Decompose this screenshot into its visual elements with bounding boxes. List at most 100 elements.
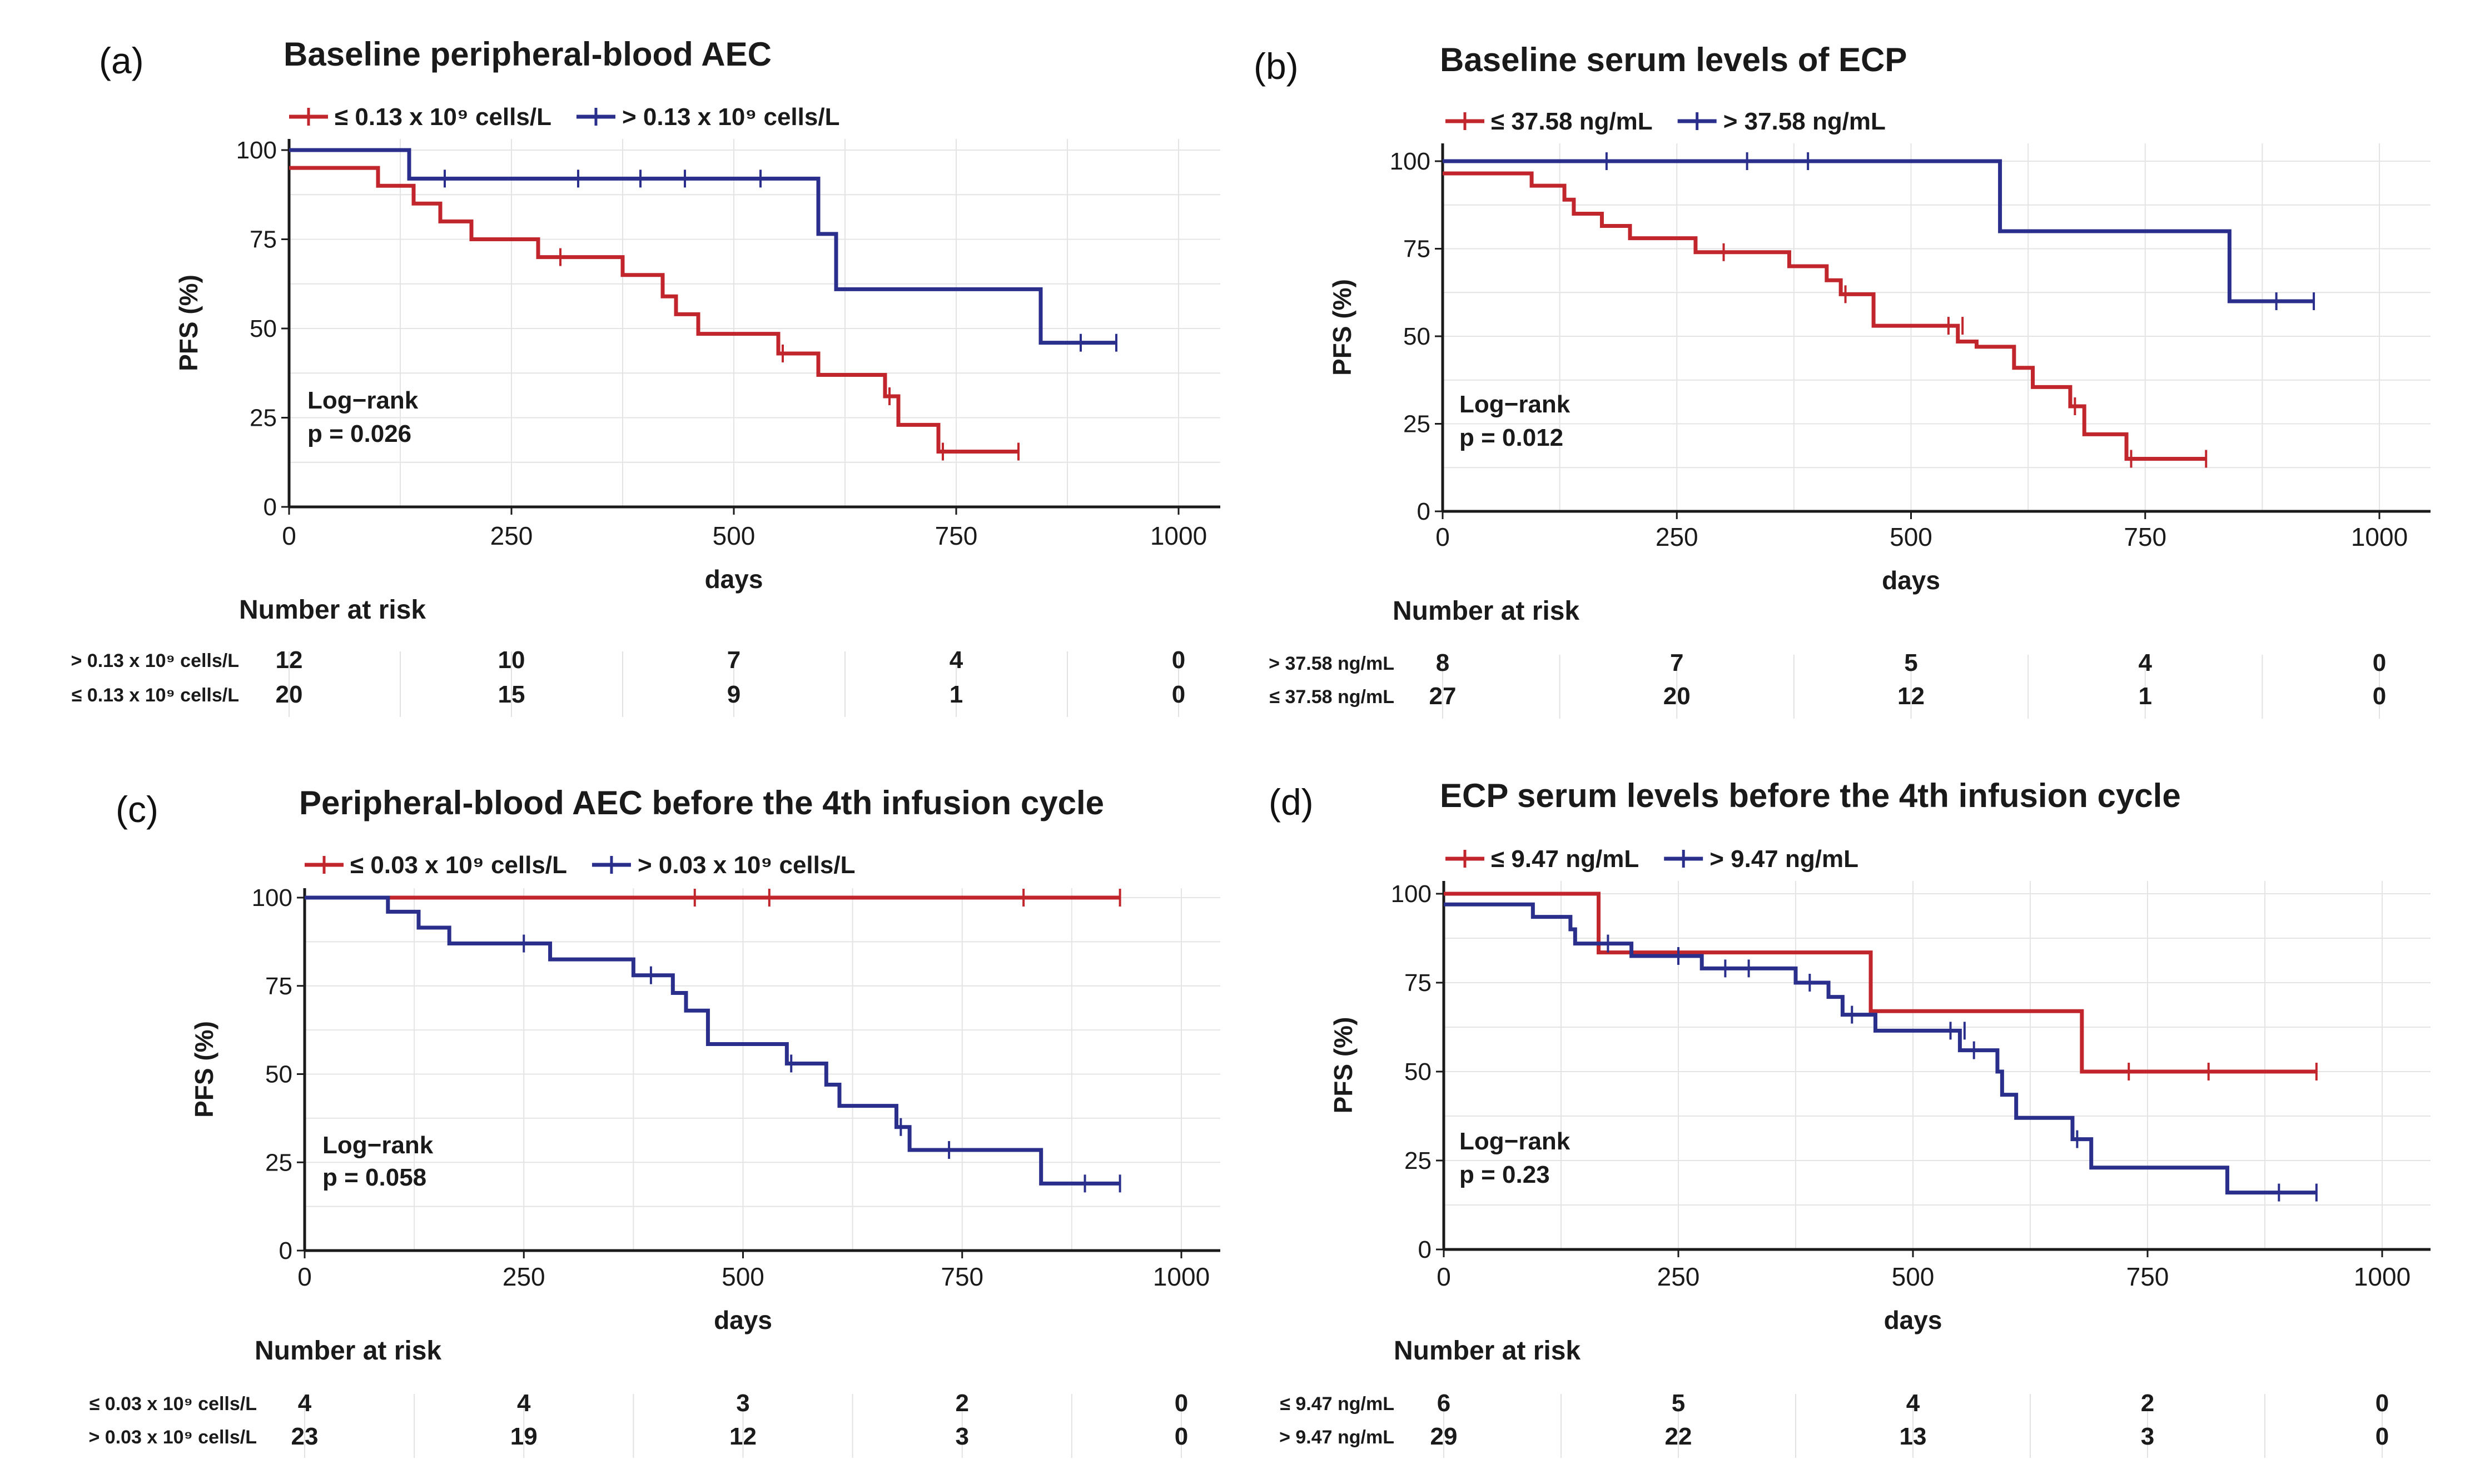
x-tick-label: 1000 xyxy=(1153,1262,1210,1291)
risk-row: > 9.47 ng/mL 29 22 13 3 0 xyxy=(1279,1423,2389,1450)
risk-value: 0 xyxy=(1172,681,1185,708)
series-blue xyxy=(289,148,1117,352)
risk-value: 1 xyxy=(2139,683,2152,710)
series-red xyxy=(305,889,1121,907)
risk-row: > 37.58 ng/mL 8 7 5 4 0 xyxy=(1269,649,2386,676)
x-tick-label: 1000 xyxy=(1150,521,1207,550)
y-tick-label: 50 xyxy=(1404,1058,1432,1085)
x-tick-label: 0 xyxy=(1437,1262,1451,1291)
legend-label: ≤ 37.58 ng/mL xyxy=(1491,108,1653,135)
risk-row: > 0.03 x 10⁹ cells/L 23 19 12 3 0 xyxy=(88,1423,1188,1450)
risk-value: 20 xyxy=(276,681,303,708)
y-tick-label: 0 xyxy=(1418,1236,1432,1263)
risk-value: 4 xyxy=(517,1390,531,1417)
x-axis-label: days xyxy=(705,565,763,594)
x-tick-label: 750 xyxy=(935,521,978,550)
risk-value: 0 xyxy=(1172,646,1185,674)
chart-title: Baseline serum levels of ECP xyxy=(1440,41,1907,78)
x-tick-label: 750 xyxy=(2126,1262,2169,1291)
legend-entry: ≤ 0.03 x 10⁹ cells/L xyxy=(305,851,567,879)
legend-label: > 9.47 ng/mL xyxy=(1709,845,1858,873)
y-tick-label: 0 xyxy=(279,1237,292,1264)
risk-row: > 0.13 x 10⁹ cells/L 12 10 7 4 0 xyxy=(71,646,1185,674)
legend-entry: ≤ 9.47 ng/mL xyxy=(1445,845,1639,873)
logrank-pvalue: p = 0.012 xyxy=(1459,424,1563,451)
risk-value: 20 xyxy=(1663,683,1691,710)
risk-table-title: Number at risk xyxy=(1393,596,1579,626)
x-tick-label: 1000 xyxy=(2354,1262,2411,1291)
series-red xyxy=(289,166,1020,461)
legend-entry: ≤ 37.58 ng/mL xyxy=(1445,108,1653,135)
panel-a: (a) Baseline peripheral-blood AEC ≤ 0.13 x… xyxy=(71,36,1220,717)
legend-label: > 0.03 x 10⁹ cells/L xyxy=(638,851,856,879)
y-tick-label: 25 xyxy=(1404,1147,1432,1174)
x-tick-label: 750 xyxy=(2124,522,2166,551)
risk-value: 12 xyxy=(276,646,303,674)
legend-label: ≤ 9.47 ng/mL xyxy=(1491,845,1639,873)
risk-value: 15 xyxy=(498,681,525,708)
x-axis-label: days xyxy=(1884,1306,1942,1334)
risk-value: 7 xyxy=(1670,649,1683,676)
risk-value: 1 xyxy=(950,681,963,708)
risk-value: 9 xyxy=(727,681,740,708)
x-tick-label: 1000 xyxy=(2351,522,2408,551)
risk-value: 5 xyxy=(1672,1390,1685,1417)
y-axis-label: PFS (%) xyxy=(190,1021,218,1118)
panel-label: (c) xyxy=(116,789,158,830)
y-tick-label: 75 xyxy=(1403,236,1430,263)
x-tick-label: 0 xyxy=(1435,522,1450,551)
risk-value: 22 xyxy=(1665,1423,1692,1450)
x-tick-label: 500 xyxy=(1892,1262,1935,1291)
panel-b: (b) Baseline serum levels of ECP ≤ 37.58 n… xyxy=(1254,41,2431,719)
panel-label: (a) xyxy=(99,40,144,81)
logrank-pvalue: p = 0.026 xyxy=(307,420,411,447)
risk-row-label: > 0.03 x 10⁹ cells/L xyxy=(88,1427,257,1448)
risk-value: 6 xyxy=(1437,1390,1450,1417)
risk-row-label: ≤ 37.58 ng/mL xyxy=(1269,686,1394,708)
logrank-label: Log−rank xyxy=(1459,1128,1571,1155)
risk-value: 19 xyxy=(510,1423,538,1450)
legend-entry: > 9.47 ng/mL xyxy=(1664,845,1858,873)
risk-table-title: Number at risk xyxy=(255,1336,441,1366)
risk-value: 7 xyxy=(727,646,740,674)
chart-title: Peripheral-blood AEC before the 4th infu… xyxy=(299,784,1104,821)
y-axis-label: PFS (%) xyxy=(174,275,203,371)
series-red xyxy=(1443,171,2208,468)
y-tick-label: 0 xyxy=(1417,498,1430,525)
risk-row-label: > 37.58 ng/mL xyxy=(1269,653,1394,674)
panel-label: (b) xyxy=(1254,46,1299,87)
logrank-label: Log−rank xyxy=(307,387,419,414)
risk-value: 0 xyxy=(2373,683,2386,710)
risk-value: 12 xyxy=(1897,683,1925,710)
risk-value: 0 xyxy=(2373,649,2386,676)
risk-row: ≤ 37.58 ng/mL 27 20 12 1 0 xyxy=(1269,683,2386,710)
risk-value: 3 xyxy=(736,1390,749,1417)
y-axis-label: PFS (%) xyxy=(1328,279,1356,376)
logrank-label: Log−rank xyxy=(1459,391,1571,418)
logrank-pvalue: p = 0.058 xyxy=(322,1164,426,1191)
x-tick-label: 500 xyxy=(722,1262,764,1291)
risk-value: 23 xyxy=(291,1423,319,1450)
x-tick-label: 250 xyxy=(1657,1262,1700,1291)
y-tick-label: 100 xyxy=(252,884,292,912)
y-tick-label: 100 xyxy=(1391,880,1432,908)
y-tick-label: 25 xyxy=(250,405,277,432)
series-red xyxy=(1444,892,2318,1080)
series-blue xyxy=(1443,152,2315,310)
chart-title: ECP serum levels before the 4th infusion… xyxy=(1440,777,2181,814)
series-blue xyxy=(1444,902,2318,1202)
legend-entry: ≤ 0.13 x 10⁹ cells/L xyxy=(289,103,551,131)
y-axis-label: PFS (%) xyxy=(1329,1017,1358,1114)
risk-row: ≤ 0.03 x 10⁹ cells/L 4 4 3 2 0 xyxy=(90,1390,1189,1417)
x-tick-label: 0 xyxy=(282,521,296,550)
x-tick-label: 500 xyxy=(1890,522,1932,551)
legend-entry: > 0.13 x 10⁹ cells/L xyxy=(576,103,839,131)
risk-value: 29 xyxy=(1430,1423,1458,1450)
y-tick-label: 50 xyxy=(1403,323,1430,350)
x-tick-label: 250 xyxy=(1656,522,1698,551)
survival-curve xyxy=(1443,159,2314,303)
risk-row: ≤ 0.13 x 10⁹ cells/L 20 15 9 1 0 xyxy=(72,681,1186,708)
risk-row-label: ≤ 0.13 x 10⁹ cells/L xyxy=(72,685,239,706)
logrank-pvalue: p = 0.23 xyxy=(1459,1161,1550,1188)
